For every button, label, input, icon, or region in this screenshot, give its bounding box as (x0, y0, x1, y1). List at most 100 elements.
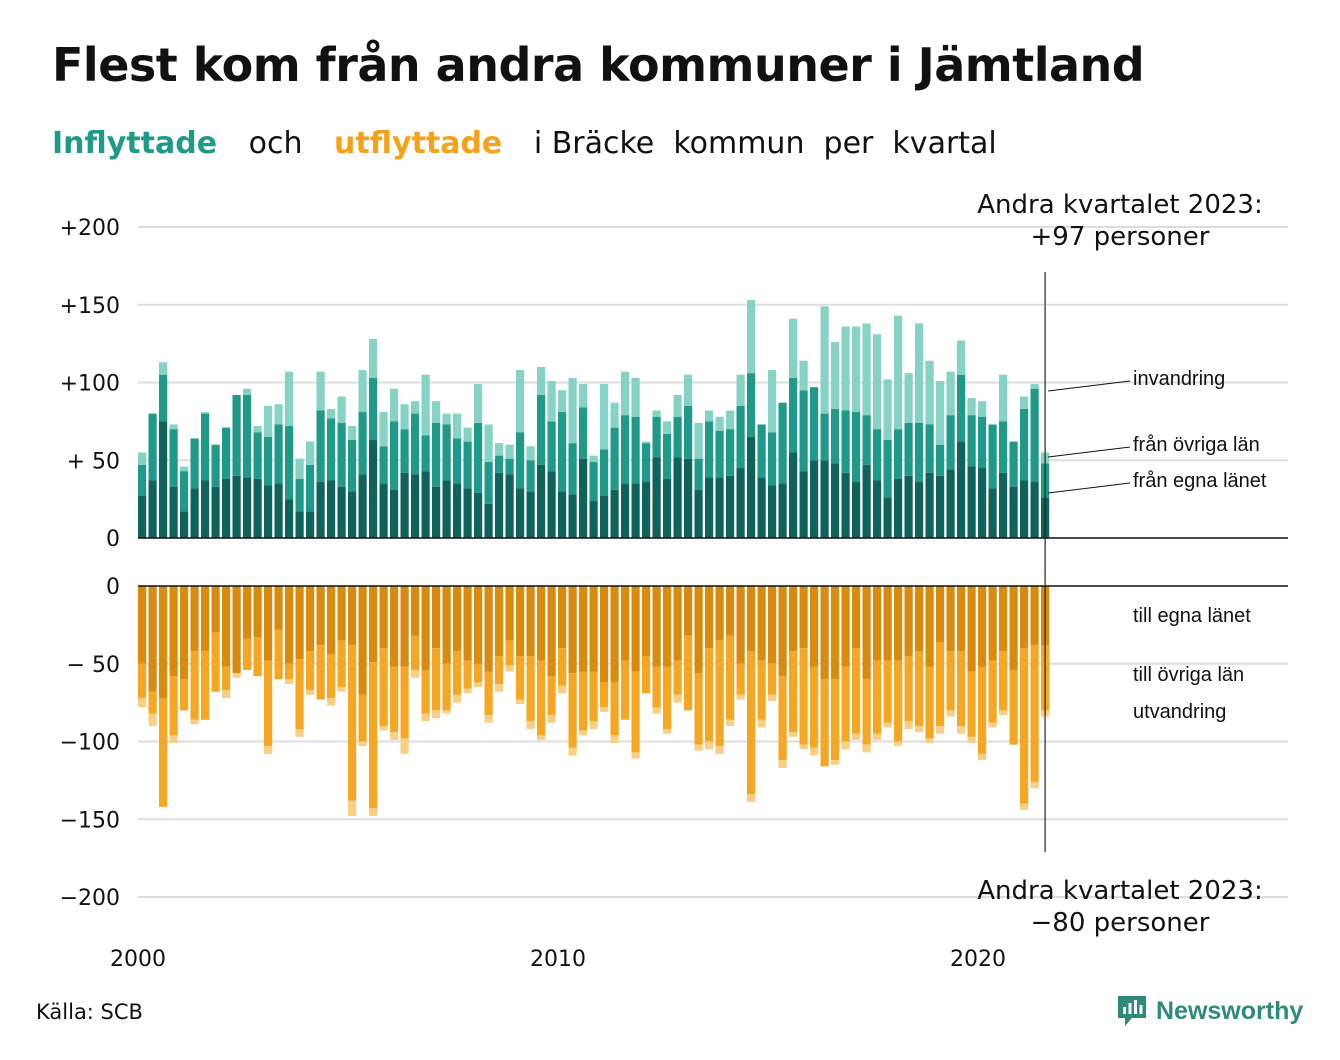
inflow-bar-other (495, 455, 504, 473)
outflow-bar-emig (831, 760, 840, 765)
outflow-bar-other (936, 641, 945, 726)
inflow-bar-other (568, 443, 577, 495)
outflow-bar-other (453, 651, 462, 695)
inflow-bar-immig (453, 413, 462, 439)
outflow-bar-emig (148, 713, 157, 726)
inflow-bar-own (327, 480, 336, 538)
outflow-bar-emig (600, 707, 609, 712)
outflow-bar-other (537, 660, 546, 736)
inflow-bar-other (222, 427, 231, 479)
outflow-bar-own (516, 586, 525, 656)
outflow-bar-own (894, 586, 903, 661)
inflow-bar-immig (799, 360, 808, 391)
inflow-bar-own (148, 480, 157, 538)
outflow-bar-emig (789, 732, 798, 737)
outflow-bar-other (873, 660, 882, 734)
inflow-bar-immig (348, 426, 357, 441)
outflow-bar-own (757, 586, 766, 661)
inflow-bar-own (495, 472, 504, 538)
outflow-bar-other (883, 660, 892, 723)
outflow-bar-own (348, 586, 357, 646)
outflow-bar-other (1030, 645, 1039, 782)
outflow-bar-other (379, 648, 388, 726)
axes (138, 272, 1288, 852)
inflow-bar-immig (642, 441, 651, 444)
outflow-bar-other (652, 666, 661, 708)
outflow-bar-other (169, 676, 178, 736)
outflow-bar-other (579, 671, 588, 731)
outflow-bar-own (159, 586, 168, 698)
subtitle-inflow-word: Inflyttade (52, 126, 218, 161)
inflow-bar-own (421, 471, 430, 538)
outflow-bar-emig (190, 719, 199, 725)
inflow-bar-immig (789, 318, 798, 378)
inflow-bar-other (1030, 388, 1039, 483)
outflow-bar-own (505, 586, 514, 641)
outflow-bar-own (495, 586, 504, 656)
inflow-bar-other (369, 377, 378, 441)
y-tick-label-bottom: −100 (60, 731, 120, 756)
outflow-bar-emig (138, 697, 147, 708)
subtitle-rest: i Bräcke kommun per kvartal (533, 126, 997, 161)
outflow-bar-other (316, 645, 325, 700)
outflow-bar-own (295, 586, 304, 660)
inflow-bar-own (201, 480, 210, 538)
outflow-bar-emig (957, 725, 966, 734)
inflow-bar-other (190, 438, 199, 489)
inflow-bar-own (747, 436, 756, 538)
outflow-bar-emig (327, 697, 336, 706)
newsworthy-logo: Newsworthy (1116, 994, 1303, 1028)
inflow-bar-own (253, 478, 262, 538)
inflow-bar-other (547, 421, 556, 472)
series-label-in: invandring (1133, 368, 1225, 390)
inflow-bar-own (159, 421, 168, 538)
y-tick-label-top: + 50 (67, 449, 120, 474)
inflow-bar-other (862, 415, 871, 465)
inflow-bar-immig (747, 300, 756, 374)
outflow-bar-emig (978, 753, 987, 761)
outflow-bar-emig (705, 741, 714, 750)
inflow-bar-own (243, 477, 252, 538)
inflow-bar-own (799, 471, 808, 538)
outflow-bar-emig (841, 741, 850, 750)
outflow-bar-own (285, 586, 294, 664)
inflow-bar-immig (505, 444, 514, 459)
outflow-bar-emig (757, 719, 766, 728)
outflow-bar-emig (663, 729, 672, 734)
outflow-bar-emig (999, 710, 1008, 716)
outflow-bar-other (600, 682, 609, 708)
outflow-bar-other (610, 682, 619, 736)
inflow-bar-other (978, 416, 987, 469)
outflow-bar-emig (463, 688, 472, 694)
outflow-bar-emig (631, 752, 640, 759)
inflow-bar-other (852, 412, 861, 483)
outflow-bar-other (747, 651, 756, 795)
inflow-bar-immig (705, 410, 714, 422)
inflow-bar-immig (715, 416, 724, 431)
inflow-bar-immig (852, 326, 861, 413)
outflow-bar-emig (432, 710, 441, 719)
outflow-bar-emig (390, 732, 399, 740)
inflow-bar-immig (201, 412, 210, 414)
outflow-bar-own (358, 586, 367, 695)
inflow-bar-own (453, 483, 462, 538)
inflow-bar-own (516, 488, 525, 538)
x-tick-label: 2020 (950, 947, 1006, 972)
inflow-bar-other (148, 413, 157, 481)
inflow-bar-other (705, 421, 714, 478)
inflow-bar-other (883, 440, 892, 498)
chart-title: Flest kom från andra kommuner i Jämtland (52, 38, 1145, 92)
outflow-bar-own (799, 586, 808, 649)
inflow-bar-immig (967, 398, 976, 416)
outflow-bar-own (253, 586, 262, 638)
subtitle-and: och (248, 126, 303, 161)
inflow-bar-own (841, 472, 850, 538)
inflow-bar-immig (358, 370, 367, 413)
inflow-bar-immig (474, 384, 483, 423)
inflow-bar-own (904, 475, 913, 538)
outflow-bar-other (799, 648, 808, 745)
inflow-bar-other (631, 416, 640, 484)
outflow-bar-other (789, 651, 798, 733)
outflow-bar-emig (915, 725, 924, 733)
inflow-bar-own (621, 483, 630, 538)
